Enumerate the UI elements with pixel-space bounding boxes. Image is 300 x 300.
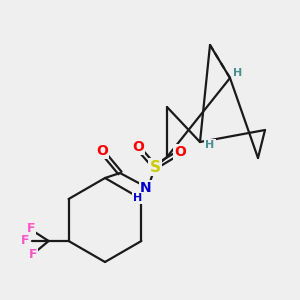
Text: S: S xyxy=(149,160,161,175)
Text: O: O xyxy=(96,144,108,158)
Text: F: F xyxy=(28,248,37,260)
Text: H: H xyxy=(134,193,142,203)
Text: H: H xyxy=(206,140,214,150)
Text: H: H xyxy=(233,68,243,78)
Text: N: N xyxy=(140,181,152,195)
Text: O: O xyxy=(132,140,144,154)
Text: F: F xyxy=(26,223,35,236)
Text: O: O xyxy=(174,145,186,159)
Text: F: F xyxy=(20,235,29,248)
